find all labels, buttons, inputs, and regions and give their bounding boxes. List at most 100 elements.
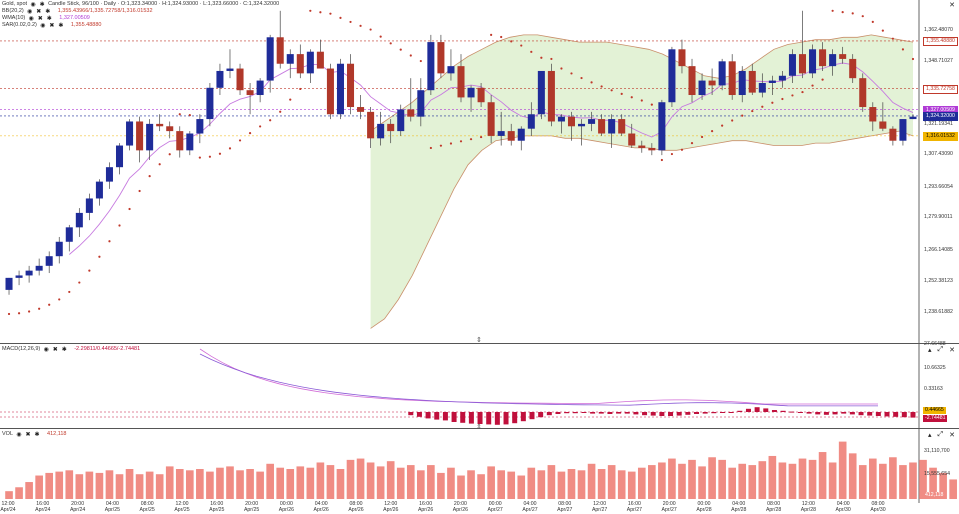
candle-body bbox=[427, 42, 435, 91]
legend-wma-row: WMA(10) ◉ ✖ ✱ 1,327.00509 bbox=[2, 15, 279, 22]
sar-settings-gear-icon[interactable]: ✱ bbox=[58, 22, 64, 29]
macd-histogram-bar bbox=[642, 412, 648, 416]
macd-tick: 10.66325 bbox=[924, 365, 946, 371]
settings-gear-icon[interactable]: ✱ bbox=[39, 1, 45, 8]
volume-bar bbox=[828, 462, 837, 499]
candle-body bbox=[347, 63, 355, 108]
macd-histogram-bar bbox=[884, 412, 890, 417]
candle-body bbox=[497, 131, 505, 136]
sar-dot bbox=[479, 135, 483, 139]
macd-histogram-bar bbox=[581, 412, 587, 413]
macd-histogram-bar bbox=[737, 410, 743, 412]
bb-visibility-eye-icon[interactable]: ◉ bbox=[27, 8, 33, 15]
price-pane[interactable]: Gold, spot ◉ ✱ Candle Stick, 96/100 · Da… bbox=[0, 0, 959, 344]
wma-remove-icon[interactable]: ✖ bbox=[37, 15, 43, 22]
candle-body bbox=[216, 70, 224, 88]
sar-dot bbox=[108, 240, 111, 243]
candle-body bbox=[417, 90, 425, 117]
candle-body bbox=[839, 54, 847, 59]
macd-settings-gear-icon[interactable]: ✱ bbox=[61, 346, 67, 353]
macd-histogram-bar bbox=[486, 412, 492, 425]
sar-dot bbox=[771, 101, 774, 104]
volume-bar bbox=[457, 475, 465, 499]
macd-histogram-bar bbox=[875, 412, 881, 416]
macd-splitter-handle[interactable]: ⇕ bbox=[476, 424, 482, 431]
legend-bb-row: BB(20,2) ◉ ✖ ✱ 1,355.43966/1,335.72758/1… bbox=[2, 8, 279, 15]
volume-maximize-icon[interactable]: ⤢ bbox=[937, 431, 944, 438]
time-axis-label: 12:00 Apr/28 bbox=[800, 501, 817, 513]
volume-legend-row: VOL ◉ ✖ ✱ 412,118 bbox=[2, 431, 67, 438]
macd-histogram-bar bbox=[572, 412, 578, 414]
candle-body bbox=[547, 70, 555, 122]
pane-close-icon[interactable]: ✕ bbox=[949, 2, 955, 9]
sar-dot bbox=[369, 28, 372, 31]
sar-dot bbox=[911, 57, 915, 61]
macd-visibility-eye-icon[interactable]: ◉ bbox=[43, 346, 49, 353]
sar-dot bbox=[309, 9, 312, 12]
volume-bar bbox=[627, 471, 636, 499]
wma-visibility-eye-icon[interactable]: ◉ bbox=[28, 15, 34, 22]
sar-dot bbox=[409, 54, 412, 57]
candle-body bbox=[136, 121, 144, 151]
sar-dot bbox=[570, 72, 573, 75]
sar-dot bbox=[721, 124, 724, 127]
volume-bar bbox=[949, 479, 957, 499]
macd-histogram-bar bbox=[442, 412, 448, 421]
volume-bar bbox=[889, 457, 897, 499]
price-chart[interactable] bbox=[0, 0, 959, 343]
sar-dot bbox=[148, 175, 151, 178]
volume-bar bbox=[216, 467, 224, 499]
volume-pane[interactable]: VOL ◉ ✖ ✱ 412,118 ▴ ⤢ ✕ 31,110,700 15,55… bbox=[0, 428, 959, 503]
volume-bar bbox=[356, 458, 365, 499]
time-axis-label: 20:00 Apr/24 bbox=[69, 501, 86, 513]
visibility-eye-icon[interactable]: ◉ bbox=[30, 1, 36, 8]
macd-move-up-icon[interactable]: ▴ bbox=[928, 347, 932, 354]
wma-settings-gear-icon[interactable]: ✱ bbox=[46, 15, 52, 22]
volume-bar bbox=[35, 475, 43, 499]
volume-bar bbox=[668, 458, 676, 499]
sar-dot bbox=[881, 29, 884, 32]
macd-histogram-bar bbox=[607, 412, 613, 414]
sar-dot bbox=[38, 307, 41, 310]
sar-dot bbox=[700, 135, 704, 139]
macd-histogram-bar bbox=[590, 412, 596, 414]
pane-splitter-handle[interactable]: ⇕ bbox=[476, 337, 482, 344]
macd-remove-icon[interactable]: ✖ bbox=[52, 346, 58, 353]
candle-body bbox=[507, 131, 515, 141]
volume-visibility-eye-icon[interactable]: ◉ bbox=[16, 431, 22, 438]
volume-bar bbox=[25, 482, 33, 499]
macd-maximize-icon[interactable]: ⤢ bbox=[937, 346, 944, 353]
volume-settings-gear-icon[interactable]: ✱ bbox=[34, 431, 40, 438]
candle-body bbox=[126, 121, 134, 146]
sar-dot bbox=[339, 16, 342, 19]
macd-histogram-bar bbox=[546, 412, 552, 416]
macd-pane[interactable]: MACD(12,26,9) ◉ ✖ ✱ -2.29811/0.44665/-2.… bbox=[0, 341, 959, 431]
volume-value: 412,118 bbox=[47, 431, 67, 437]
candle-body bbox=[487, 102, 495, 136]
sar-dot bbox=[670, 152, 674, 156]
price-tag: 1,316.01532 bbox=[923, 132, 958, 142]
macd-histogram-bar bbox=[841, 412, 847, 414]
sar-dot bbox=[751, 109, 754, 113]
candle-body bbox=[35, 265, 43, 271]
macd-histogram-bar bbox=[555, 412, 561, 414]
sar-visibility-eye-icon[interactable]: ◉ bbox=[40, 22, 46, 29]
sar-dot bbox=[259, 125, 262, 128]
macd-chart[interactable] bbox=[0, 344, 959, 429]
macd-histogram-bar bbox=[425, 412, 431, 419]
sar-values: 1,355.48880 bbox=[70, 22, 102, 28]
bb-remove-icon[interactable]: ✖ bbox=[36, 8, 42, 15]
candle-body bbox=[377, 123, 385, 139]
sar-dot bbox=[891, 37, 894, 40]
macd-histogram-bar bbox=[538, 412, 544, 418]
macd-close-icon[interactable]: ✕ bbox=[949, 347, 955, 354]
volume-chart[interactable] bbox=[0, 429, 959, 503]
volume-close-icon[interactable]: ✕ bbox=[949, 432, 955, 439]
volume-bar bbox=[688, 459, 696, 499]
volume-remove-icon[interactable]: ✖ bbox=[25, 431, 31, 438]
sar-dot bbox=[660, 158, 663, 162]
sar-remove-icon[interactable]: ✖ bbox=[49, 22, 55, 29]
candle-body bbox=[15, 275, 23, 278]
volume-move-up-icon[interactable]: ▴ bbox=[928, 432, 932, 439]
bb-settings-gear-icon[interactable]: ✱ bbox=[45, 8, 51, 15]
